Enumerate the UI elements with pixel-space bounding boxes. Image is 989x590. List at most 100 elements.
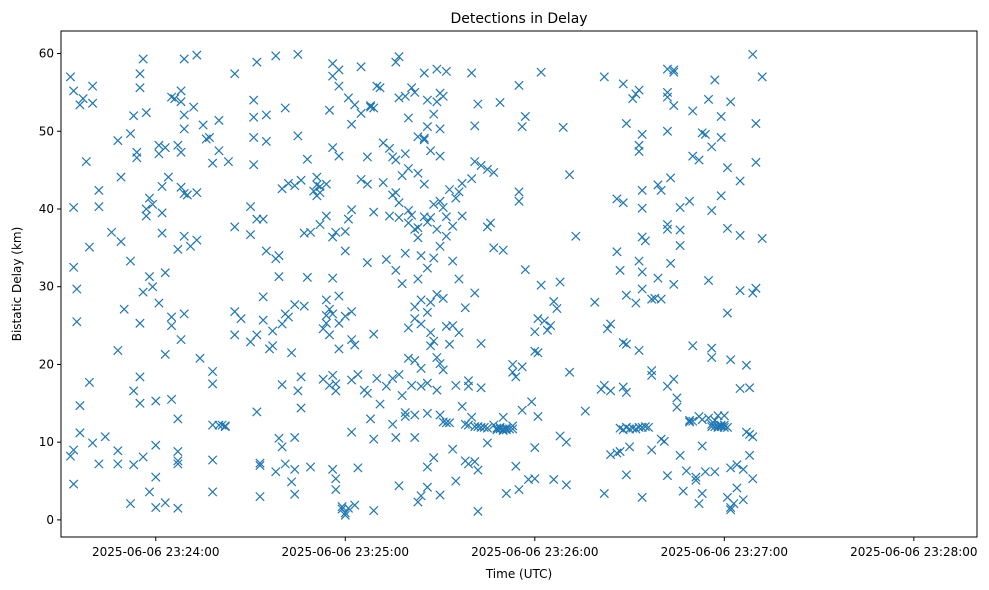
data-point [729, 498, 739, 509]
data-point [672, 402, 682, 412]
data-point [444, 339, 455, 349]
data-point [138, 452, 148, 462]
data-point [710, 467, 720, 477]
data-point [558, 122, 568, 133]
data-point [173, 503, 183, 513]
data-point [621, 470, 632, 480]
data-point [416, 251, 426, 261]
data-point [413, 274, 423, 284]
data-point [391, 155, 401, 165]
data-point [691, 475, 701, 485]
data-point [331, 386, 341, 396]
data-point [176, 86, 186, 96]
data-point [707, 352, 717, 363]
data-point [476, 383, 486, 393]
data-point [280, 103, 290, 113]
data-point [457, 401, 467, 412]
data-point [669, 65, 679, 75]
data-point [410, 410, 420, 420]
data-point [331, 474, 341, 484]
data-point [751, 118, 761, 129]
data-point [466, 68, 477, 78]
data-point [732, 460, 742, 470]
data-point [735, 176, 745, 186]
data-point [662, 470, 673, 481]
data-point [65, 451, 76, 461]
data-point [561, 437, 572, 447]
data-point [511, 461, 521, 471]
data-point [135, 372, 145, 382]
data-point [429, 199, 439, 209]
data-point [454, 274, 464, 284]
data-point [564, 367, 575, 377]
data-point [160, 142, 170, 153]
data-point [94, 459, 104, 469]
data-point [362, 388, 373, 398]
data-point [346, 306, 357, 317]
data-point [151, 502, 161, 513]
data-point [744, 383, 755, 393]
data-point [429, 336, 439, 346]
data-point [438, 202, 448, 213]
data-point [634, 146, 644, 157]
data-point [422, 378, 433, 388]
data-point [328, 142, 338, 153]
data-point [293, 131, 303, 141]
data-point [356, 108, 366, 119]
data-point [422, 408, 433, 419]
data-point [166, 92, 177, 102]
data-point [372, 81, 382, 91]
data-point [463, 381, 474, 391]
data-point [75, 100, 85, 110]
data-point [249, 160, 259, 170]
data-point [302, 272, 312, 283]
data-point [69, 202, 79, 213]
data-point [612, 194, 622, 204]
data-point [356, 174, 366, 185]
data-point [207, 487, 218, 497]
data-point [84, 242, 95, 252]
data-point [125, 256, 136, 266]
data-point [350, 100, 360, 110]
data-point [441, 66, 451, 77]
data-point [637, 284, 647, 294]
data-point [615, 446, 625, 457]
data-point [94, 185, 104, 195]
data-point [438, 293, 448, 304]
data-point [334, 291, 344, 301]
data-point [508, 424, 518, 434]
data-point [498, 245, 508, 255]
data-point [748, 288, 758, 298]
data-point [757, 72, 767, 82]
data-point [179, 188, 189, 199]
data-point [403, 323, 414, 333]
data-point [230, 69, 240, 79]
data-point [268, 341, 278, 351]
data-point [113, 135, 123, 146]
data-point [334, 65, 344, 75]
data-point [549, 296, 559, 307]
data-point [425, 327, 436, 338]
data-point [261, 136, 271, 146]
x-tick-label: 2025-06-06 23:25:00 [282, 545, 409, 559]
data-point [694, 155, 704, 165]
data-point [482, 438, 493, 448]
data-point [230, 222, 240, 232]
y-tick-label: 30 [39, 280, 54, 294]
x-tick-label: 2025-06-06 23:26:00 [471, 545, 598, 559]
data-point [419, 135, 429, 145]
data-point [757, 233, 767, 244]
data-point [647, 445, 657, 455]
x-axis-ticks: 2025-06-06 23:24:00 2025-06-06 23:25:00 20… [92, 537, 978, 559]
data-point [419, 68, 429, 78]
data-point [302, 154, 312, 164]
data-point [498, 412, 508, 422]
data-point [179, 54, 189, 64]
data-point [328, 464, 338, 475]
data-point [647, 370, 657, 380]
data-point [684, 196, 695, 206]
data-point [688, 151, 698, 161]
data-point [634, 85, 644, 95]
data-point [448, 221, 458, 231]
